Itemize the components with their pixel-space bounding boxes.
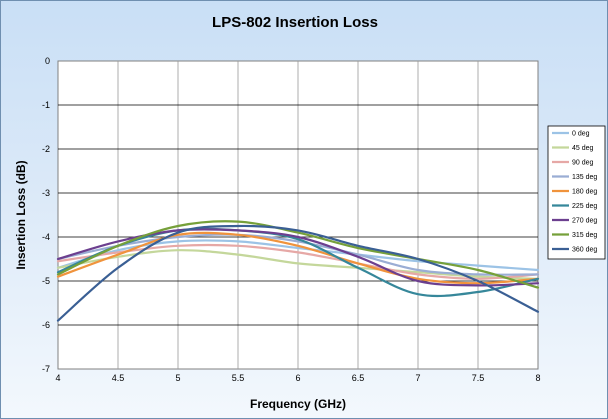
y-axis-label: Insertion Loss (dB)	[14, 160, 28, 269]
series-line-180-deg	[56, 231, 540, 285]
x-tick-label: 6	[295, 373, 300, 383]
legend-label: 270 deg	[572, 218, 597, 225]
y-tick-label: 0	[45, 56, 50, 66]
legend-label: 90 deg	[572, 160, 594, 167]
y-tick-label: -2	[42, 144, 50, 154]
y-tick-label: -3	[42, 188, 50, 198]
legend: 0 deg 45 deg 90 deg 135 deg 180 deg 225 deg 27…	[547, 125, 606, 260]
grid-lines	[58, 61, 538, 369]
x-tick-labels: 4 4.5 5 5.5 6 6.5 7 7.5 8	[55, 373, 540, 383]
legend-label: 0 deg	[572, 131, 590, 138]
x-tick-label: 5	[175, 373, 180, 383]
legend-label: 180 deg	[572, 189, 597, 196]
y-tick-label: -1	[42, 100, 50, 110]
series-lines	[56, 220, 540, 322]
x-axis-label: Frequency (GHz)	[250, 397, 346, 411]
series-line-360-deg	[56, 224, 540, 322]
x-tick-label: 8	[535, 373, 540, 383]
x-tick-label: 4	[55, 373, 60, 383]
x-tick-label: 7.5	[472, 373, 485, 383]
x-tick-label: 5.5	[232, 373, 245, 383]
legend-label: 225 deg	[572, 203, 597, 210]
y-tick-labels: 0 -1 -2 -3 -4 -5 -6 -7	[42, 56, 50, 374]
chart-title: LPS-802 Insertion Loss	[212, 14, 378, 31]
series-line-90-deg	[56, 243, 540, 280]
legend-label: 315 deg	[572, 232, 597, 239]
x-tick-label: 7	[415, 373, 420, 383]
y-tick-label: -6	[42, 320, 50, 330]
series-line-270-deg	[56, 228, 540, 287]
series-line-0-deg	[56, 239, 540, 272]
x-tick-label: 4.5	[112, 373, 125, 383]
x-tick-label: 6.5	[352, 373, 365, 383]
y-tick-label: -4	[42, 232, 50, 242]
series-line-315-deg	[56, 220, 540, 289]
y-tick-label: -7	[42, 364, 50, 374]
y-tick-label: -5	[42, 276, 50, 286]
legend-label: 360 deg	[572, 247, 597, 254]
legend-label: 135 deg	[572, 174, 597, 181]
legend-label: 45 deg	[572, 145, 594, 152]
